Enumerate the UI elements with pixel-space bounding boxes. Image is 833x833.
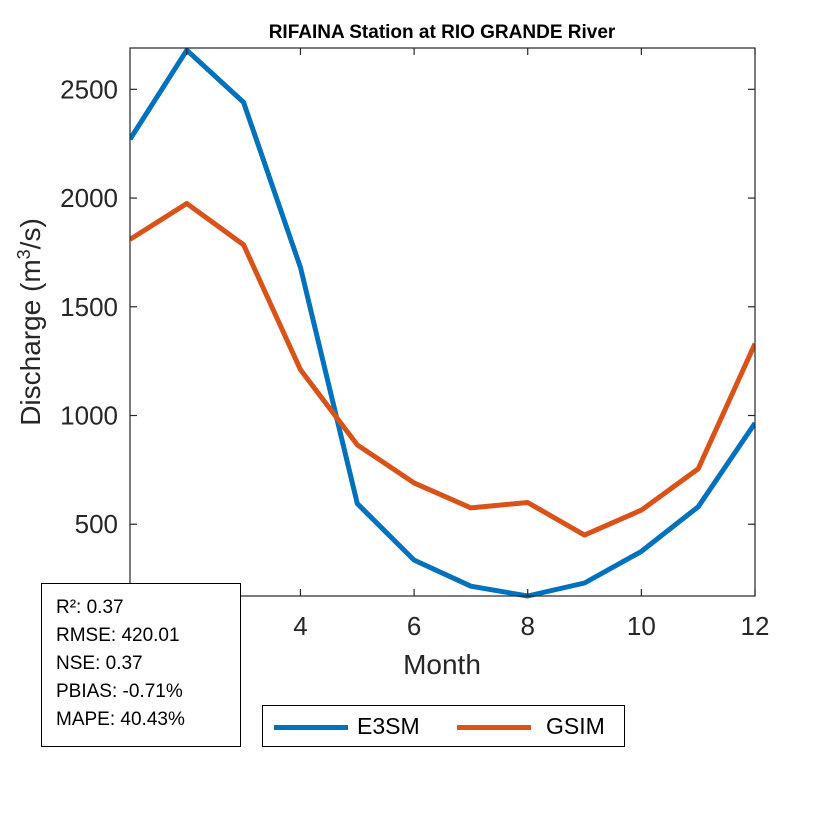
x-tick-label: 6 <box>407 611 421 641</box>
stat-mape: MAPE: 40.43% <box>56 709 185 730</box>
x-tick-label: 8 <box>520 611 534 641</box>
x-axis-label: Month <box>403 649 481 680</box>
y-axis-label-end: /s) <box>15 218 46 249</box>
stat-nse: NSE: 0.37 <box>56 653 143 674</box>
plot-area: 246810125001000150020002500 <box>60 47 770 641</box>
y-tick-label: 1000 <box>60 401 118 431</box>
plot-background <box>130 48 755 596</box>
x-tick-label: 10 <box>627 611 656 641</box>
series-line-e3sm <box>130 47 755 599</box>
legend-swatch-e3sm <box>274 725 348 730</box>
x-tick-label: 4 <box>293 611 307 641</box>
stat-r2: R²: 0.37 <box>56 597 124 618</box>
legend-swatch-gsim <box>457 725 531 730</box>
y-axis-label-sup: 3 <box>14 249 34 259</box>
y-axis-label-main: Discharge (m <box>15 259 46 425</box>
legend: E3SM GSIM <box>262 705 625 747</box>
stat-rmse: RMSE: 420.01 <box>56 625 180 646</box>
y-tick-label: 1500 <box>60 292 118 322</box>
legend-label-e3sm: E3SM <box>357 713 420 739</box>
legend-label-gsim: GSIM <box>546 713 605 739</box>
stat-pbias: PBIAS: -0.71% <box>56 681 183 702</box>
y-tick-label: 2000 <box>60 183 118 213</box>
y-axis-label: Discharge (m3/s) <box>14 218 46 426</box>
series-line-gsim <box>130 201 755 538</box>
y-tick-label: 500 <box>75 509 118 539</box>
chart-title: RIFAINA Station at RIO GRANDE River <box>269 22 616 43</box>
axes-box <box>129 47 756 597</box>
stats-box: R²: 0.37 RMSE: 420.01 NSE: 0.37 PBIAS: -… <box>41 583 241 747</box>
x-tick-label: 12 <box>741 611 770 641</box>
y-tick-label: 2500 <box>60 74 118 104</box>
